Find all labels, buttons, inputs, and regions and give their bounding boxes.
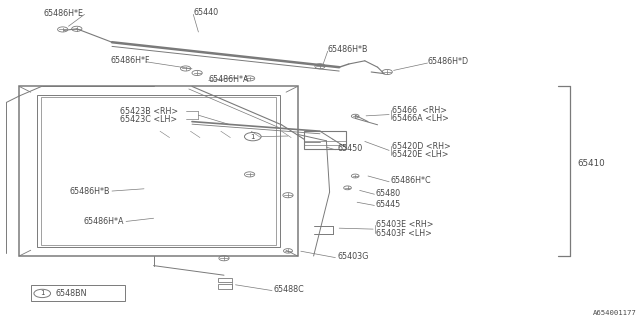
Text: 65445: 65445 [376,200,401,209]
Text: 1: 1 [250,134,255,140]
Text: 65486H*F: 65486H*F [110,56,150,65]
Text: 65486H*A: 65486H*A [209,75,249,84]
Text: 65488C: 65488C [274,285,305,294]
Text: 65440: 65440 [193,8,218,17]
Text: 65423C <LH>: 65423C <LH> [120,115,177,124]
Text: 65466A <LH>: 65466A <LH> [392,114,449,123]
Text: 65486H*A: 65486H*A [83,217,124,226]
Text: 65486H*E: 65486H*E [44,9,84,18]
Text: 65466  <RH>: 65466 <RH> [392,106,447,115]
Text: 6548BN: 6548BN [55,289,86,298]
Text: 1: 1 [40,291,45,296]
Text: 65486H*B: 65486H*B [69,187,109,196]
Text: 65420E <LH>: 65420E <LH> [392,150,449,159]
Text: 65450: 65450 [338,144,363,153]
Text: A654001177: A654001177 [593,310,637,316]
Text: 65486H*B: 65486H*B [328,45,368,54]
Bar [304,131,346,149]
Bar [218,278,232,282]
Bar [31,285,125,301]
Text: 65486H*D: 65486H*D [428,57,468,66]
Text: 65420D <RH>: 65420D <RH> [392,142,451,151]
Text: 65403F <LH>: 65403F <LH> [376,229,432,238]
Text: 65410: 65410 [577,159,605,168]
Text: 65486H*C: 65486H*C [390,176,431,185]
Text: 65423B <RH>: 65423B <RH> [120,107,179,116]
Text: 65403G: 65403G [337,252,369,261]
Bar [218,284,232,289]
Text: 65403E <RH>: 65403E <RH> [376,220,434,229]
Text: 65480: 65480 [376,189,401,198]
